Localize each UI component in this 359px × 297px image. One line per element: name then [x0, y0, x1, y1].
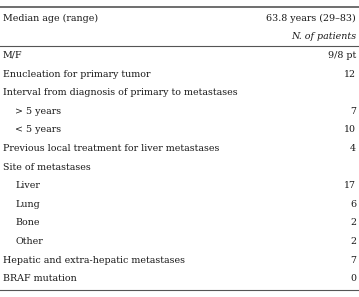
Text: Lung: Lung: [15, 200, 40, 209]
Text: Hepatic and extra-hepatic metastases: Hepatic and extra-hepatic metastases: [3, 256, 185, 265]
Text: 10: 10: [344, 125, 356, 134]
Text: BRAF mutation: BRAF mutation: [3, 274, 76, 283]
Text: Previous local treatment for liver metastases: Previous local treatment for liver metas…: [3, 144, 219, 153]
Text: 63.8 years (29–83): 63.8 years (29–83): [266, 14, 356, 23]
Text: 12: 12: [344, 69, 356, 78]
Text: Other: Other: [15, 237, 43, 246]
Text: Enucleation for primary tumor: Enucleation for primary tumor: [3, 69, 150, 78]
Text: 6: 6: [350, 200, 356, 209]
Text: Site of metastases: Site of metastases: [3, 163, 90, 172]
Text: 2: 2: [350, 219, 356, 228]
Text: Liver: Liver: [15, 181, 40, 190]
Text: 7: 7: [350, 107, 356, 116]
Text: < 5 years: < 5 years: [15, 125, 61, 134]
Text: > 5 years: > 5 years: [15, 107, 61, 116]
Text: 4: 4: [350, 144, 356, 153]
Text: Median age (range): Median age (range): [3, 14, 98, 23]
Text: Interval from diagnosis of primary to metastases: Interval from diagnosis of primary to me…: [3, 88, 238, 97]
Text: 9/8 pt: 9/8 pt: [328, 51, 356, 60]
Text: 2: 2: [350, 237, 356, 246]
Text: 17: 17: [344, 181, 356, 190]
Text: 7: 7: [350, 256, 356, 265]
Text: 0: 0: [350, 274, 356, 283]
Text: N. of patients: N. of patients: [291, 32, 356, 41]
Text: Bone: Bone: [15, 219, 40, 228]
Text: M/F: M/F: [3, 51, 23, 60]
